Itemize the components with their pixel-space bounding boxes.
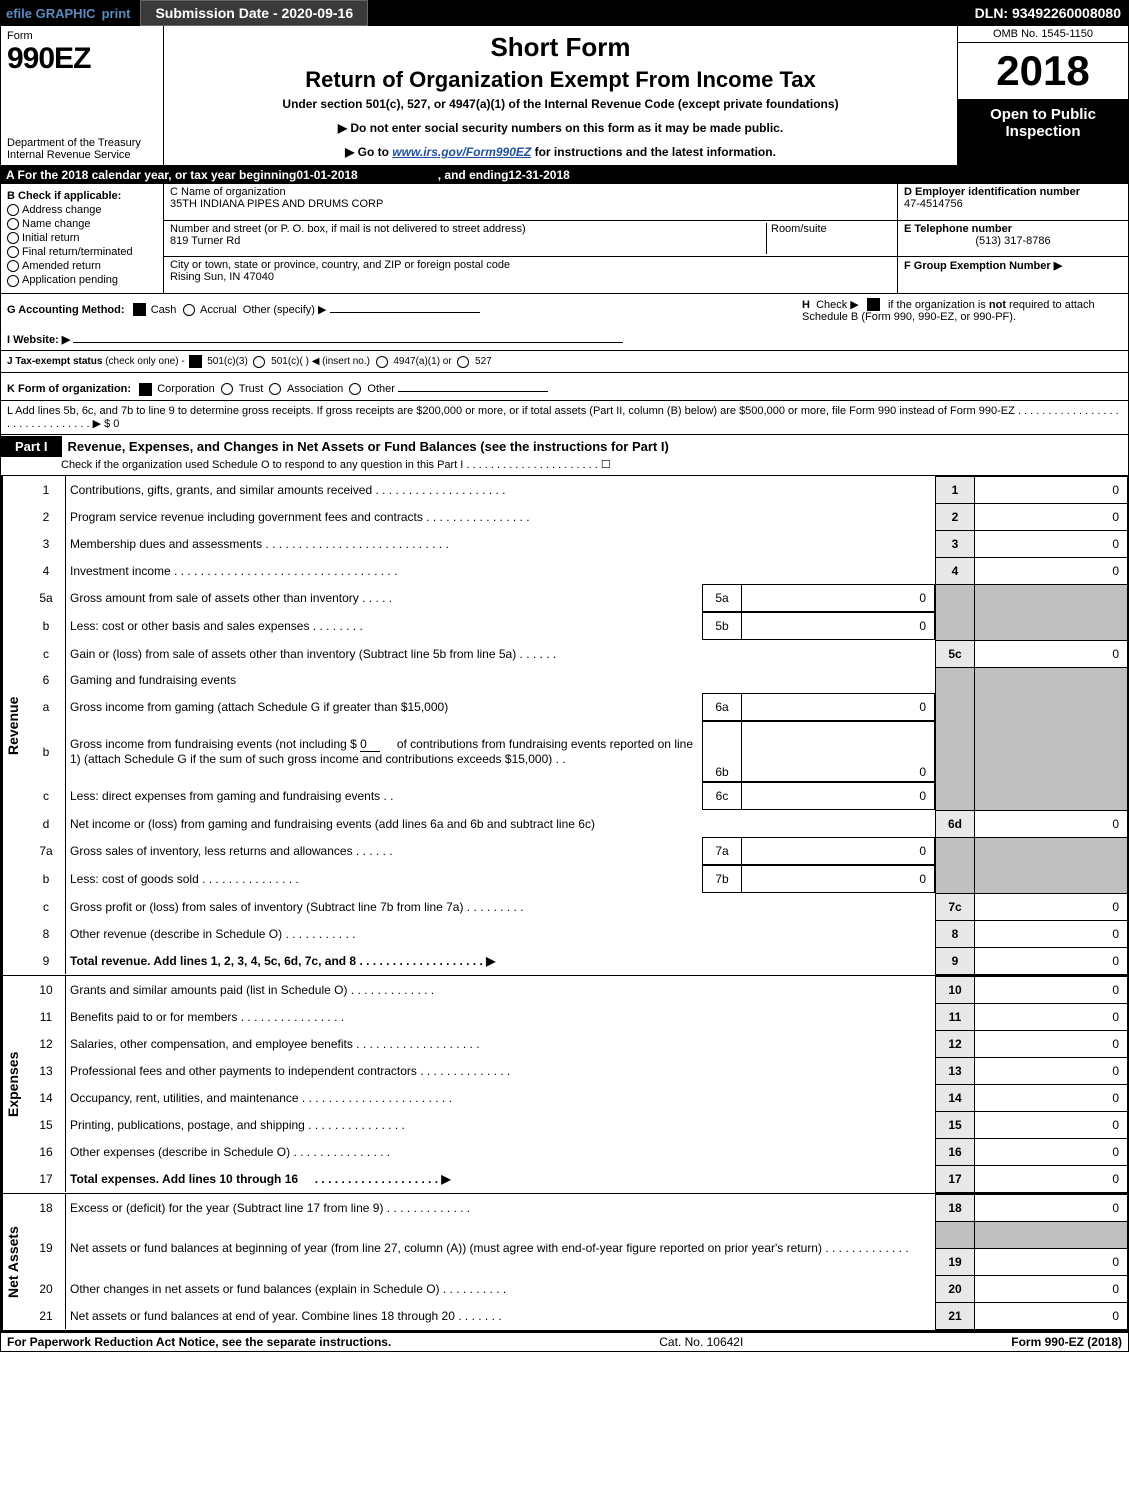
- revenue-table: 1Contributions, gifts, grants, and simil…: [27, 476, 1128, 975]
- top-bar: efile GRAPHIC print Submission Date - 20…: [0, 0, 1129, 26]
- form-header: Form 990EZ Department of the Treasury In…: [0, 26, 1129, 166]
- street-label: Number and street (or P. O. box, if mail…: [170, 223, 526, 235]
- under-section-text: Under section 501(c), 527, or 4947(a)(1)…: [174, 97, 947, 111]
- form-word: Form: [7, 30, 157, 42]
- expenses-table: 10Grants and similar amounts paid (list …: [27, 976, 1128, 1193]
- part1-header: Part I Revenue, Expenses, and Changes in…: [0, 435, 1129, 476]
- line-k: K Form of organization: Corporation Trus…: [0, 373, 1129, 401]
- footer-right: Form 990-EZ (2018): [1011, 1335, 1122, 1349]
- submission-date-button[interactable]: Submission Date - 2020-09-16: [140, 0, 368, 26]
- checkbox-501c[interactable]: [253, 356, 265, 368]
- netassets-table: 18Excess or (deficit) for the year (Subt…: [27, 1194, 1128, 1330]
- checkbox-cash[interactable]: [133, 303, 146, 316]
- checkbox-527[interactable]: [457, 356, 469, 368]
- checkbox-amended-return[interactable]: [7, 260, 19, 272]
- checkbox-4947[interactable]: [376, 356, 388, 368]
- line-a-begin: 01-01-2018: [296, 168, 357, 182]
- checkbox-initial-return[interactable]: [7, 232, 19, 244]
- line-i-label: I Website: ▶: [7, 334, 70, 346]
- phone-value: (513) 317-8786: [904, 235, 1122, 247]
- part1-badge: Part I: [1, 436, 62, 457]
- revenue-side-label: Revenue: [1, 476, 27, 975]
- line-h-text: H Check ▶ if the organization is not req…: [792, 298, 1122, 347]
- instructions-link[interactable]: www.irs.gov/Form990EZ: [392, 145, 531, 159]
- line-a-mid: , and ending: [438, 168, 509, 182]
- box-b-heading: B Check if applicable:: [7, 190, 121, 202]
- box-e-label: E Telephone number: [904, 223, 1012, 235]
- line-a-end: 12-31-2018: [508, 168, 569, 182]
- line-l: L Add lines 5b, 6c, and 7b to line 9 to …: [0, 401, 1129, 435]
- dln-label: DLN: 93492260008080: [975, 5, 1129, 21]
- line-g-h: G Accounting Method: Cash Accrual Other …: [0, 294, 1129, 352]
- ein-value: 47-4514756: [904, 198, 963, 210]
- website-blank[interactable]: [73, 328, 623, 343]
- checkbox-schedule-b[interactable]: [867, 298, 880, 311]
- checkbox-501c3[interactable]: [189, 355, 202, 368]
- city-label: City or town, state or province, country…: [170, 259, 510, 271]
- tax-year: 2018: [958, 43, 1128, 100]
- footer-left: For Paperwork Reduction Act Notice, see …: [7, 1335, 391, 1349]
- part1-title: Revenue, Expenses, and Changes in Net As…: [62, 435, 675, 458]
- box-c-label: C Name of organization: [170, 186, 286, 198]
- part1-sub: Check if the organization used Schedule …: [1, 458, 1128, 475]
- dept-irs: Internal Revenue Service: [7, 149, 157, 161]
- other-specify-blank[interactable]: [330, 298, 480, 313]
- main-title: Return of Organization Exempt From Incom…: [174, 67, 947, 93]
- checkbox-application-pending[interactable]: [7, 275, 19, 287]
- netassets-side-label: Net Assets: [1, 1194, 27, 1330]
- omb-number: OMB No. 1545-1150: [958, 26, 1128, 43]
- checkbox-accrual[interactable]: [183, 304, 195, 316]
- street-value: 819 Turner Rd: [170, 235, 240, 247]
- open-public-badge: Open to Public Inspection: [958, 100, 1128, 165]
- form-number: 990EZ: [7, 42, 157, 76]
- checkbox-name-change[interactable]: [7, 218, 19, 230]
- line-k-label: K Form of organization:: [7, 383, 131, 395]
- other-org-blank[interactable]: [398, 377, 548, 392]
- city-value: Rising Sun, IN 47040: [170, 271, 274, 283]
- footer-mid: Cat. No. 10642I: [659, 1335, 743, 1349]
- room-suite-label: Room/suite: [771, 223, 827, 235]
- info-block: B Check if applicable: Address change Na…: [0, 184, 1129, 294]
- short-form-title: Short Form: [174, 32, 947, 63]
- line-j: J Tax-exempt status (check only one) - 5…: [0, 351, 1129, 373]
- checkbox-final-return[interactable]: [7, 246, 19, 258]
- page-footer: For Paperwork Reduction Act Notice, see …: [0, 1331, 1129, 1352]
- print-link[interactable]: print: [102, 6, 141, 21]
- checkbox-trust[interactable]: [221, 383, 233, 395]
- line-a: A For the 2018 calendar year, or tax yea…: [0, 166, 1129, 184]
- checkbox-other-org[interactable]: [349, 383, 361, 395]
- line-j-label: J Tax-exempt status: [7, 356, 102, 367]
- line-a-pre: A For the 2018 calendar year, or tax yea…: [6, 168, 296, 182]
- checkbox-corporation[interactable]: [139, 383, 152, 396]
- dept-treasury: Department of the Treasury: [7, 137, 157, 149]
- checkbox-address-change[interactable]: [7, 204, 19, 216]
- box-f-label: F Group Exemption Number ▶: [904, 260, 1062, 272]
- box-b: B Check if applicable: Address change Na…: [1, 184, 164, 293]
- box-d-label: D Employer identification number: [904, 186, 1080, 198]
- goto-note: ▶ Go to www.irs.gov/Form990EZ for instru…: [174, 145, 947, 159]
- expenses-side-label: Expenses: [1, 976, 27, 1193]
- line-g-label: G Accounting Method:: [7, 304, 125, 316]
- ssn-warning: ▶ Do not enter social security numbers o…: [174, 121, 947, 135]
- org-name: 35TH INDIANA PIPES AND DRUMS CORP: [170, 198, 383, 210]
- efile-link[interactable]: efile GRAPHIC: [0, 6, 102, 21]
- checkbox-association[interactable]: [269, 383, 281, 395]
